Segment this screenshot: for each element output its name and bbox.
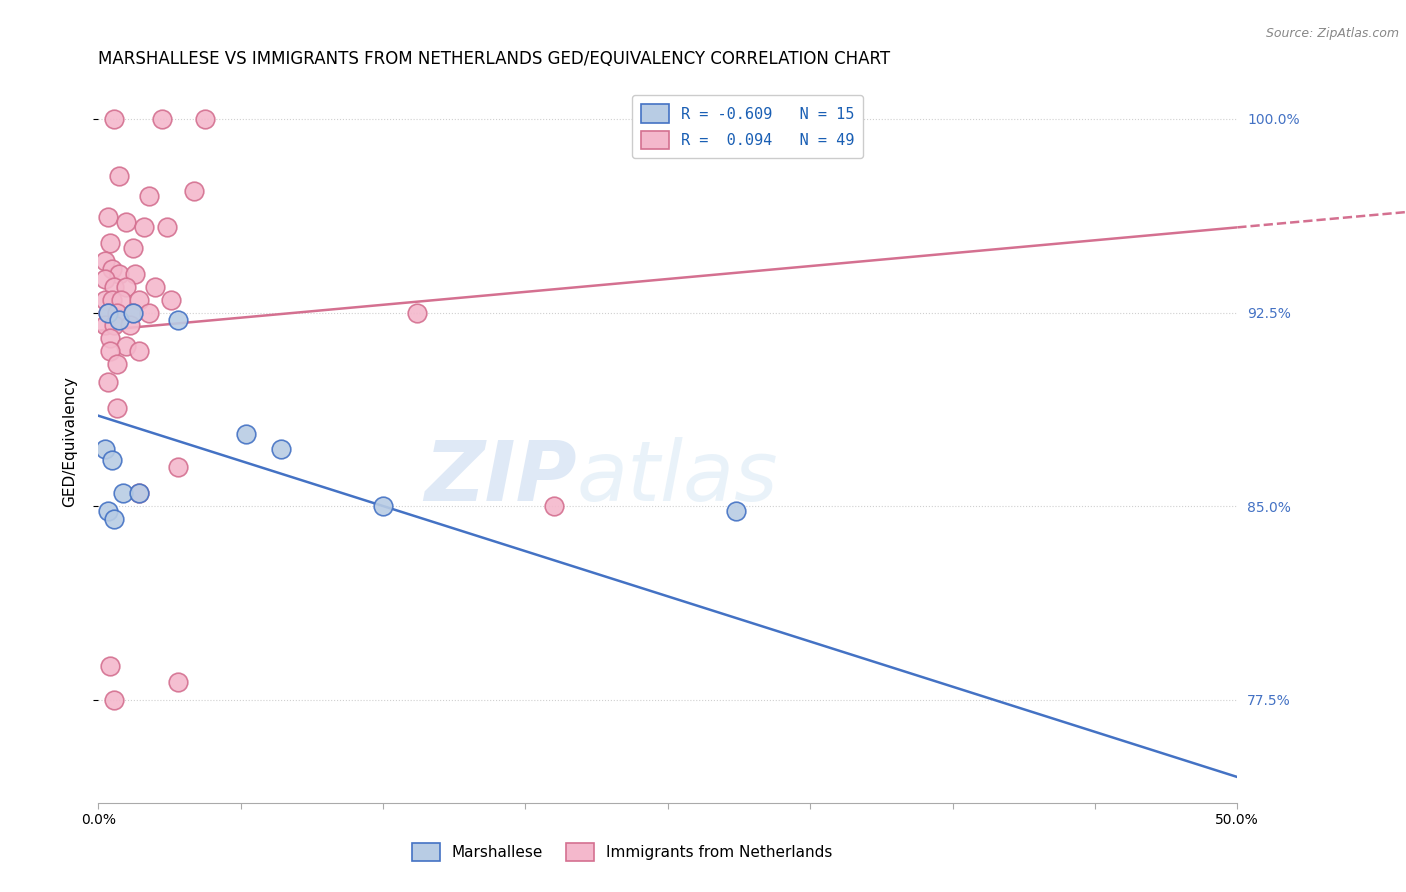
Point bbox=[120, 318, 142, 333]
Point bbox=[103, 318, 125, 333]
Point bbox=[167, 674, 190, 689]
Point bbox=[128, 486, 150, 500]
Point bbox=[128, 344, 150, 359]
Point bbox=[145, 279, 167, 293]
Point bbox=[101, 293, 124, 307]
Point bbox=[101, 261, 124, 276]
Point bbox=[105, 357, 128, 371]
Point bbox=[138, 189, 160, 203]
Point bbox=[94, 254, 117, 268]
Point bbox=[235, 426, 257, 441]
Point bbox=[98, 331, 121, 345]
Y-axis label: GED/Equivalency: GED/Equivalency bbox=[63, 376, 77, 507]
Point bbox=[270, 442, 292, 457]
Point bbox=[101, 452, 124, 467]
Point bbox=[110, 293, 132, 307]
Point bbox=[96, 305, 118, 319]
Point bbox=[94, 318, 117, 333]
Point bbox=[103, 692, 125, 706]
Text: ZIP: ZIP bbox=[425, 437, 576, 518]
Legend: Marshallese, Immigrants from Netherlands: Marshallese, Immigrants from Netherlands bbox=[406, 837, 838, 867]
Point bbox=[150, 112, 173, 126]
Point bbox=[105, 305, 128, 319]
Point bbox=[108, 313, 131, 327]
Point bbox=[543, 499, 565, 513]
Point bbox=[132, 220, 155, 235]
Point bbox=[103, 112, 125, 126]
Point bbox=[98, 344, 121, 359]
Point bbox=[156, 220, 179, 235]
Point bbox=[121, 305, 143, 319]
Point bbox=[108, 169, 131, 183]
Point bbox=[98, 659, 121, 673]
Point bbox=[194, 112, 217, 126]
Point bbox=[183, 184, 205, 198]
Point bbox=[96, 210, 118, 224]
Point bbox=[105, 401, 128, 415]
Text: atlas: atlas bbox=[576, 437, 779, 518]
Point bbox=[96, 375, 118, 389]
Point bbox=[406, 305, 429, 319]
Point bbox=[94, 293, 117, 307]
Point bbox=[114, 279, 136, 293]
Point bbox=[725, 504, 748, 518]
Point bbox=[160, 293, 183, 307]
Point bbox=[121, 305, 143, 319]
Point bbox=[128, 486, 150, 500]
Point bbox=[114, 215, 136, 229]
Point bbox=[96, 504, 118, 518]
Point bbox=[124, 267, 146, 281]
Point bbox=[98, 235, 121, 250]
Point bbox=[112, 486, 135, 500]
Point bbox=[103, 512, 125, 526]
Point bbox=[167, 460, 190, 475]
Point bbox=[94, 272, 117, 286]
Point bbox=[94, 442, 117, 457]
Point bbox=[96, 305, 118, 319]
Point bbox=[103, 279, 125, 293]
Point bbox=[108, 267, 131, 281]
Text: MARSHALLESE VS IMMIGRANTS FROM NETHERLANDS GED/EQUIVALENCY CORRELATION CHART: MARSHALLESE VS IMMIGRANTS FROM NETHERLAN… bbox=[98, 50, 890, 68]
Point bbox=[167, 313, 190, 327]
Point bbox=[128, 293, 150, 307]
Point bbox=[114, 339, 136, 353]
Point bbox=[371, 499, 394, 513]
Text: Source: ZipAtlas.com: Source: ZipAtlas.com bbox=[1265, 27, 1399, 40]
Point bbox=[121, 241, 143, 255]
Point bbox=[138, 305, 160, 319]
